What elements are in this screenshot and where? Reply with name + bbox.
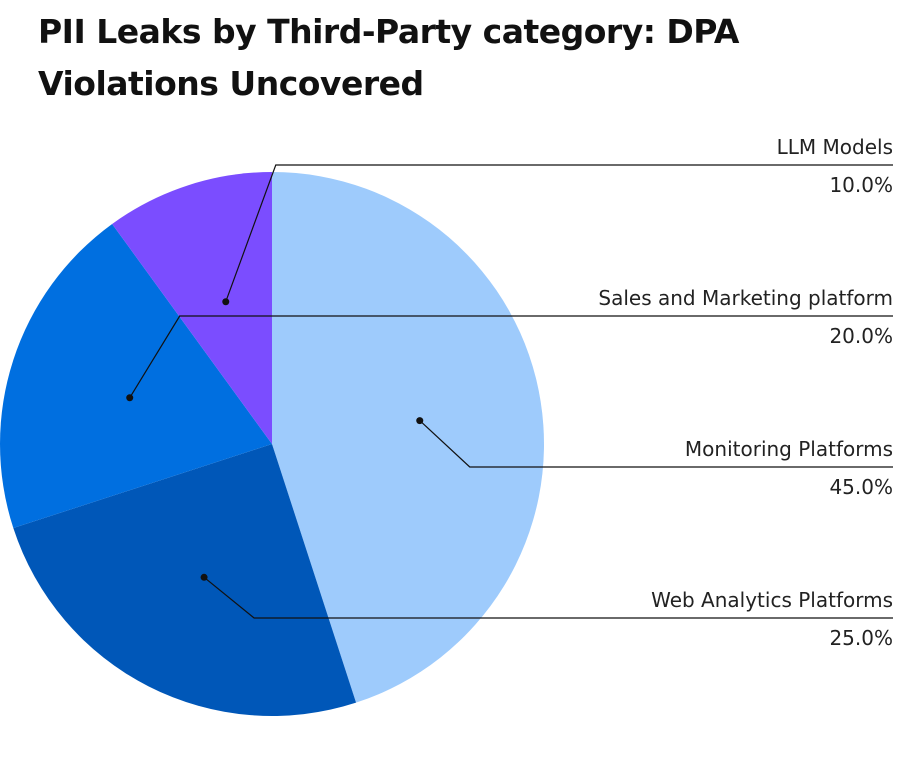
slice-value: 10.0% <box>829 173 893 197</box>
pie-slice <box>112 172 273 444</box>
slice-label: LLM Models <box>777 135 893 159</box>
leader-line <box>225 164 893 302</box>
chart-title: PII Leaks by Third-Party category: DPA V… <box>38 12 739 103</box>
slice-label: Sales and Marketing platform <box>598 286 893 310</box>
leader-line <box>419 420 893 468</box>
slice-value: 20.0% <box>829 324 893 348</box>
slice-value: 45.0% <box>829 475 893 499</box>
pie-slice <box>0 223 272 529</box>
leader-dot <box>126 394 134 402</box>
pie-slice <box>13 444 357 716</box>
leader-dot <box>200 573 208 581</box>
slice-label: Monitoring Platforms <box>685 437 893 461</box>
leader-dot <box>222 298 230 306</box>
slice-label: Web Analytics Platforms <box>651 588 893 612</box>
leader-line <box>203 576 893 619</box>
leader-line <box>129 315 893 399</box>
leader-dot <box>416 417 424 425</box>
slice-value: 25.0% <box>829 626 893 650</box>
pie-slice <box>272 172 545 703</box>
